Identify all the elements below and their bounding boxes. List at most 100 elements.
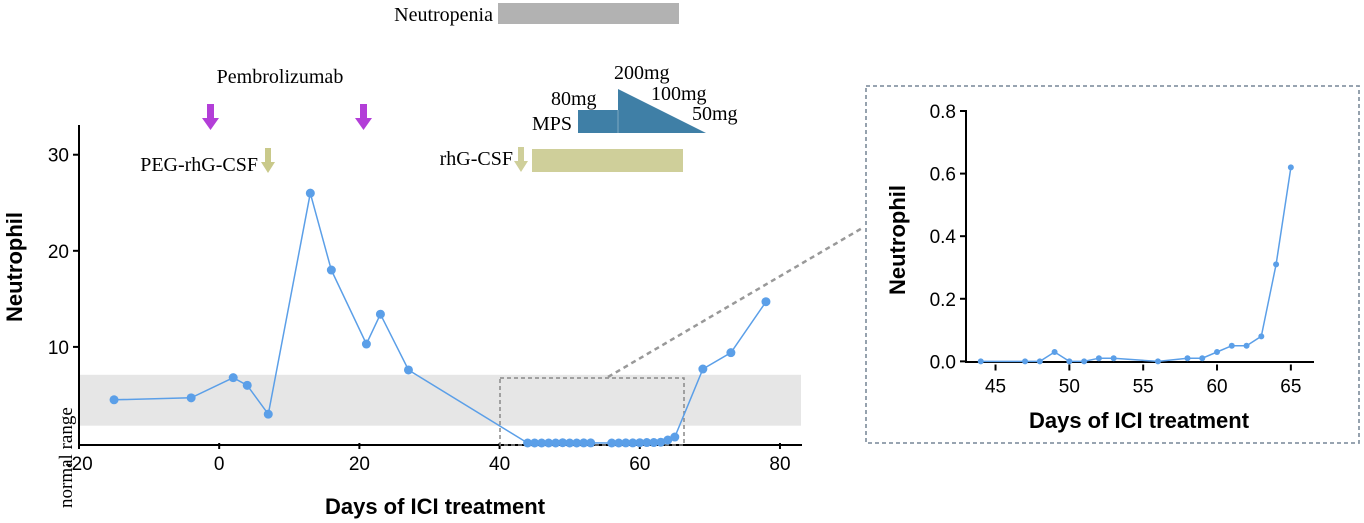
data-point	[635, 438, 645, 448]
normal-range-label: normal range	[56, 407, 77, 508]
data-point	[572, 438, 582, 448]
data-point	[242, 380, 252, 390]
data-point	[579, 438, 589, 448]
data-point	[1095, 355, 1102, 362]
x-tick-label: 60	[1206, 377, 1227, 398]
data-point	[375, 309, 385, 319]
inset-x-axis-label: Days of ICI treatment	[1029, 408, 1250, 433]
y-tick-label: 0.8	[930, 102, 956, 123]
data-point	[1243, 342, 1250, 349]
data-point	[1051, 348, 1058, 355]
peg-rhg-csf-label: PEG-rhG-CSF	[140, 154, 258, 176]
x-tick-label: 0	[214, 454, 225, 475]
treatment-annotations: Neutropenia Pembrolizumab PEG-rhG-CSF MP…	[140, 3, 738, 176]
data-point	[663, 435, 673, 445]
data-point	[1066, 358, 1073, 365]
data-point	[551, 438, 561, 448]
inset-y-axis-label: Neutrophil	[885, 185, 910, 295]
x-tick-label: 60	[629, 454, 650, 475]
data-point	[1184, 355, 1191, 362]
normal-range-band	[79, 374, 801, 426]
data-point	[586, 438, 596, 448]
inset-chart: 45 50 55 60 65 0.0 0.2 0.4 0.6 0.8 Days of ICI tr…	[865, 85, 1360, 444]
data-point	[326, 265, 336, 275]
x-tick-label: -20	[65, 454, 92, 475]
data-point	[670, 432, 680, 442]
mps-dose-50mg: 50mg	[692, 103, 738, 125]
data-point	[1273, 261, 1280, 268]
x-tick-label: 45	[985, 377, 1006, 398]
data-point	[1214, 348, 1221, 355]
data-point	[1228, 342, 1235, 349]
pembrolizumab-arrow-1	[202, 104, 219, 130]
data-point	[537, 438, 547, 448]
x-tick-label: 65	[1280, 377, 1301, 398]
data-point	[403, 365, 413, 375]
neutropenia-bar	[498, 3, 679, 24]
data-point	[1081, 358, 1088, 365]
peg-rhg-csf-arrow	[261, 148, 275, 173]
main-axis-ticks: -20 0 20 40 60 80 10 20 30	[48, 146, 791, 475]
y-tick-label: 0.4	[930, 227, 957, 248]
data-point	[628, 438, 638, 448]
data-point	[607, 438, 617, 448]
zoom-connector-line	[607, 225, 865, 379]
data-point	[614, 438, 624, 448]
data-point	[1154, 358, 1161, 365]
data-point	[109, 395, 119, 405]
mps-dose-100mg: 100mg	[651, 83, 707, 105]
x-tick-label: 20	[349, 454, 370, 475]
neutrophil-series-points	[109, 188, 771, 448]
data-point	[1110, 355, 1117, 362]
data-point	[761, 297, 771, 307]
x-tick-label: 40	[489, 454, 510, 475]
data-point	[642, 438, 652, 448]
pembrolizumab-label: Pembrolizumab	[217, 66, 344, 88]
data-point	[656, 437, 666, 447]
data-point	[726, 348, 736, 358]
data-point	[621, 438, 631, 448]
rhg-csf-arrow	[514, 147, 528, 172]
data-point	[263, 409, 273, 419]
mps-dose-shape	[578, 89, 706, 133]
data-point	[1022, 358, 1029, 365]
y-tick-label: 20	[48, 242, 69, 263]
data-point	[698, 364, 708, 374]
y-tick-label: 0.6	[930, 165, 956, 186]
data-point	[361, 339, 371, 349]
data-point	[565, 438, 575, 448]
main-chart: normal range -20 0 20 40 60 80 10 20 30 Days of …	[2, 125, 865, 519]
x-tick-label: 80	[769, 454, 790, 475]
y-tick-label: 0.0	[930, 352, 956, 373]
neutropenia-label: Neutropenia	[394, 4, 493, 26]
data-point	[228, 373, 238, 383]
mps-dose-200mg: 200mg	[614, 62, 670, 84]
pembrolizumab-arrow-2	[355, 104, 372, 130]
inset-series-points	[977, 164, 1294, 365]
data-point	[1287, 164, 1294, 171]
y-tick-label: 10	[48, 338, 69, 359]
data-point	[544, 438, 554, 448]
inset-axis-ticks: 45 50 55 60 65 0.0 0.2 0.4 0.6 0.8	[930, 102, 1302, 398]
data-point	[530, 438, 540, 448]
data-point	[523, 438, 533, 448]
x-tick-label: 50	[1059, 377, 1080, 398]
main-x-axis-label: Days of ICI treatment	[325, 494, 546, 519]
x-tick-label: 55	[1133, 377, 1154, 398]
data-point	[977, 358, 984, 365]
rhg-csf-bar	[532, 149, 683, 172]
rhg-csf-label: rhG-CSF	[440, 148, 513, 170]
data-point	[1199, 355, 1206, 362]
y-tick-label: 30	[48, 146, 69, 167]
mps-label: MPS	[532, 113, 572, 135]
data-point	[1258, 333, 1265, 340]
data-point	[186, 393, 196, 403]
mps-dose-80mg: 80mg	[551, 88, 597, 110]
data-point	[1036, 358, 1043, 365]
data-point	[305, 188, 315, 198]
main-y-axis-label: Neutrophil	[2, 212, 27, 322]
data-point	[649, 438, 659, 448]
data-point	[558, 438, 568, 448]
y-tick-label: 0.2	[930, 290, 956, 311]
